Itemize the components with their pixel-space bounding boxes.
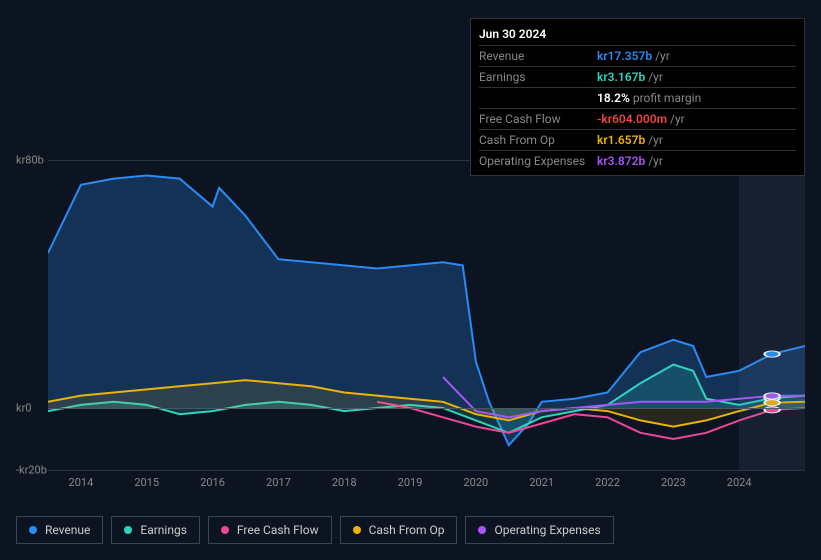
tooltip-row: 18.2%profit margin: [479, 88, 796, 109]
tooltip-metric-label: Cash From Op: [479, 133, 597, 147]
legend-swatch-icon: [124, 526, 132, 534]
x-axis-label: 2023: [661, 476, 686, 489]
x-axis-label: 2021: [529, 476, 554, 489]
tooltip-metric-unit: /yr: [648, 70, 663, 84]
y-axis-label: kr0: [16, 402, 32, 415]
tooltip-date: Jun 30 2024: [479, 23, 796, 46]
tooltip-row: Earningskr3.167b/yr: [479, 67, 796, 88]
tooltip-metric-unit: /yr: [648, 154, 663, 168]
tooltip-metric-label: Earnings: [479, 70, 597, 84]
gridline: [48, 470, 805, 471]
tooltip-metric-label: Free Cash Flow: [479, 112, 597, 126]
tooltip-metric-unit: /yr: [670, 112, 685, 126]
highlight-band: [739, 160, 805, 470]
x-axis-label: 2015: [134, 476, 159, 489]
x-axis-label: 2018: [332, 476, 357, 489]
tooltip-metric-value: kr3.167b: [597, 70, 645, 84]
tooltip-metric-unit: profit margin: [633, 91, 701, 105]
tooltip-metric-label: Operating Expenses: [479, 154, 597, 168]
legend-swatch-icon: [353, 526, 361, 534]
legend-label: Revenue: [45, 523, 90, 537]
tooltip-metric-value: kr17.357b: [597, 49, 652, 63]
tooltip-metric-unit: /yr: [655, 49, 670, 63]
legend-item[interactable]: Cash From Op: [340, 516, 458, 544]
x-axis-label: 2022: [595, 476, 620, 489]
x-axis-label: 2017: [266, 476, 291, 489]
tooltip-row: Revenuekr17.357b/yr: [479, 46, 796, 67]
legend-label: Cash From Op: [369, 523, 445, 537]
legend-item[interactable]: Free Cash Flow: [208, 516, 332, 544]
chart-area: kr80bkr0-kr20b 2014201520162017201820192…: [16, 160, 805, 500]
legend-label: Free Cash Flow: [237, 523, 319, 537]
legend-swatch-icon: [29, 526, 37, 534]
legend-item[interactable]: Earnings: [111, 516, 200, 544]
y-axis-label: -kr20b: [16, 464, 47, 477]
tooltip-metric-label: [479, 91, 597, 105]
legend-item[interactable]: Revenue: [16, 516, 103, 544]
tooltip-metric-value: kr1.657b: [597, 133, 645, 147]
tooltip-row: Operating Expenseskr3.872b/yr: [479, 151, 796, 171]
legend-swatch-icon: [221, 526, 229, 534]
tooltip-metric-unit: /yr: [648, 133, 663, 147]
x-axis-label: 2014: [69, 476, 94, 489]
legend-label: Operating Expenses: [494, 523, 600, 537]
tooltip-metric-label: Revenue: [479, 49, 597, 63]
tooltip-row: Cash From Opkr1.657b/yr: [479, 130, 796, 151]
legend-label: Earnings: [140, 523, 187, 537]
legend: Revenue Earnings Free Cash Flow Cash From O…: [16, 516, 614, 544]
x-axis-label: 2024: [727, 476, 752, 489]
x-axis-label: 2019: [398, 476, 423, 489]
x-axis-label: 2016: [200, 476, 225, 489]
plot-region[interactable]: [48, 160, 805, 470]
gridline: [48, 408, 805, 409]
x-axis-label: 2020: [463, 476, 488, 489]
tooltip-row: Free Cash Flow-kr604.000m/yr: [479, 109, 796, 130]
y-axis-label: kr80b: [16, 154, 44, 167]
tooltip-metric-value: kr3.872b: [597, 154, 645, 168]
legend-item[interactable]: Operating Expenses: [465, 516, 613, 544]
tooltip-metric-value: -kr604.000m: [597, 112, 667, 126]
tooltip-metric-value: 18.2%: [597, 91, 630, 105]
metrics-tooltip: Jun 30 2024 Revenuekr17.357b/yrEarningsk…: [470, 18, 805, 176]
legend-swatch-icon: [478, 526, 486, 534]
